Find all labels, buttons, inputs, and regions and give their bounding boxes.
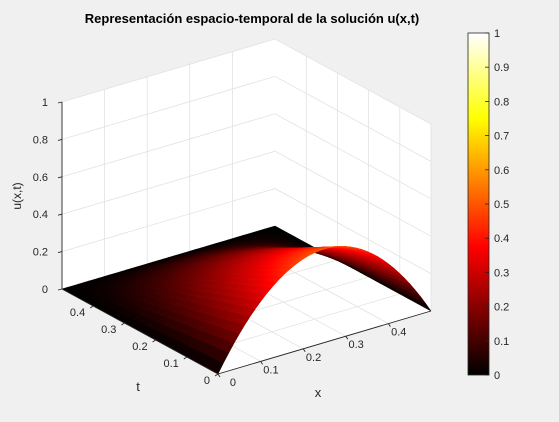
x-axis-label: x xyxy=(315,385,322,400)
z-tick-mark xyxy=(57,288,63,291)
t-tick-mark xyxy=(152,339,156,343)
z-tick-label: 0.6 xyxy=(33,172,48,184)
t-tick-mark xyxy=(183,356,188,360)
back-wall-t xyxy=(62,39,275,289)
axis-lines xyxy=(61,102,432,375)
z-tick-mark xyxy=(57,213,63,216)
x-tick-label: 0.1 xyxy=(263,364,278,376)
x-tick-mark xyxy=(260,361,263,365)
t-tick-mark xyxy=(121,322,125,326)
t-tick-label: 0.2 xyxy=(132,341,147,353)
z-axis-label: u(x,t) xyxy=(10,182,24,209)
y-axis-label: t xyxy=(136,379,140,394)
grid-line-z xyxy=(61,75,432,162)
back-wall-x xyxy=(275,39,431,311)
colorbar-tick-label: 0 xyxy=(494,370,500,382)
x-tick-label: 0 xyxy=(230,377,236,389)
x-tick-mark xyxy=(217,373,221,378)
t-axis-line xyxy=(61,288,219,375)
z-tick-label: 1 xyxy=(42,97,48,109)
x-tick-label: 0.4 xyxy=(391,327,406,339)
grid-line-z xyxy=(61,38,432,125)
colorbar-tick-label: 0.1 xyxy=(494,336,509,348)
surface-plot xyxy=(61,225,432,375)
grid-line-z xyxy=(61,188,432,274)
x-axis-line xyxy=(217,310,432,375)
z-tick-label: 0.2 xyxy=(33,247,48,259)
t-tick-label: 0.3 xyxy=(101,324,116,336)
colorbar-tick-label: 0.2 xyxy=(494,302,509,314)
x-tick-label: 0.2 xyxy=(306,352,321,364)
colorbar-tick-label: 0.3 xyxy=(494,267,509,279)
colorbar-tick-label: 0.9 xyxy=(494,62,509,74)
colorbar-tick-label: 1 xyxy=(494,28,500,40)
x-tick-mark xyxy=(345,335,349,340)
x-tick-mark xyxy=(388,323,391,327)
tick-labels: 0 0.1 0.2 0.3 0.4 0 0.1 0.2 0.3 0.4 0 0.2 0.4 0.6 0.8 1 xyxy=(33,97,407,389)
colorbar-ticks: 0 0.1 0.2 0.3 0.4 0.5 0.6 0.7 0.8 0.9 1 xyxy=(485,28,509,382)
grid-line-z xyxy=(61,150,432,237)
z-tick-mark xyxy=(57,138,63,141)
t-tick-label: 0 xyxy=(204,375,210,387)
colorbar-tick-label: 0.5 xyxy=(494,199,509,211)
t-tick-label: 0.4 xyxy=(70,307,85,319)
colorbar-tick-label: 0.8 xyxy=(494,96,509,108)
x-tick-label: 0.3 xyxy=(349,339,364,351)
t-tick-mark xyxy=(214,373,219,377)
grid-line-z xyxy=(61,113,432,200)
z-tick-label: 0 xyxy=(42,284,48,296)
t-tick-mark xyxy=(89,305,94,309)
x-tick-mark xyxy=(302,348,306,353)
colorbar-tick-label: 0.6 xyxy=(494,165,509,177)
z-tick-mark xyxy=(57,176,63,179)
z-tick-mark xyxy=(57,101,63,104)
t-tick-label: 0.1 xyxy=(164,358,179,370)
z-tick-mark xyxy=(57,251,63,254)
colorbar-tick-label: 0.7 xyxy=(494,131,509,143)
colorbar-tick-label: 0.4 xyxy=(494,233,509,245)
z-tick-label: 0.4 xyxy=(33,209,48,221)
z-tick-label: 0.8 xyxy=(33,134,48,146)
chart-title: Representación espacio-temporal de la so… xyxy=(85,11,419,26)
